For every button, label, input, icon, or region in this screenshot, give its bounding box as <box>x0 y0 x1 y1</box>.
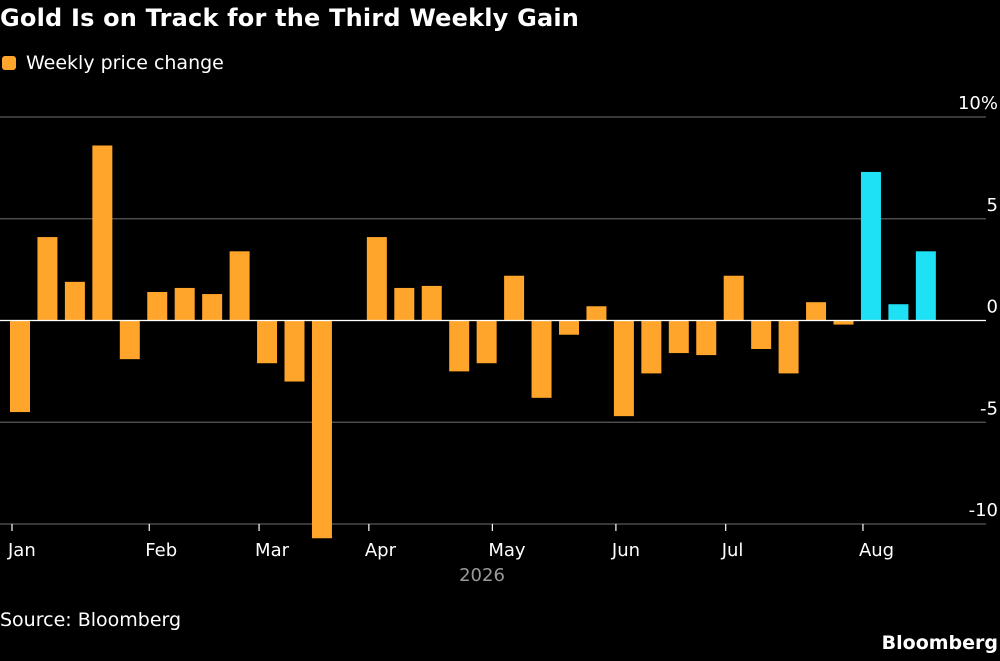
bar <box>119 320 140 360</box>
bar <box>257 320 278 364</box>
chart-title: Gold Is on Track for the Third Weekly Ga… <box>0 4 580 32</box>
bar <box>613 320 634 417</box>
bar <box>366 237 387 321</box>
bar <box>229 251 250 321</box>
legend: Weekly price change <box>2 52 224 74</box>
source-note: Source: Bloomberg <box>0 609 182 631</box>
bar <box>888 304 909 321</box>
bar <box>641 320 662 374</box>
y-tick-label: -5 <box>980 398 998 419</box>
bar <box>723 275 744 321</box>
bar <box>806 302 827 321</box>
bar <box>421 285 442 321</box>
legend-swatch <box>2 56 16 70</box>
x-tick-label: Jan <box>7 540 36 561</box>
x-tick-label: Jul <box>721 540 744 561</box>
legend-label: Weekly price change <box>26 52 224 74</box>
x-tick-label: Jun <box>611 540 640 561</box>
x-tick-label: Feb <box>145 540 177 561</box>
bar <box>668 320 689 354</box>
bar <box>311 320 332 539</box>
y-tick-label: -10 <box>969 500 998 521</box>
x-axis-label: 2026 <box>459 565 505 586</box>
bar <box>915 251 936 321</box>
bar <box>504 275 525 321</box>
x-tick-label: Mar <box>255 540 290 561</box>
bar <box>559 320 579 335</box>
bar <box>92 145 113 321</box>
bar <box>586 306 607 321</box>
brand-logo: Bloomberg <box>881 632 998 654</box>
bar <box>284 320 305 382</box>
x-tick-label: May <box>488 540 526 561</box>
bar <box>174 287 195 321</box>
bar <box>147 292 168 321</box>
x-tick-label: Apr <box>365 540 397 561</box>
bar <box>751 320 772 349</box>
bar <box>64 281 85 321</box>
bar <box>202 294 223 321</box>
bar <box>10 320 30 413</box>
bar <box>860 171 881 321</box>
bar <box>833 320 854 325</box>
bar <box>394 287 415 321</box>
bar <box>696 320 717 356</box>
y-tick-label: 0 <box>987 297 998 318</box>
bar <box>531 320 552 398</box>
bar <box>476 320 497 364</box>
bar <box>778 320 799 374</box>
bar <box>449 320 470 372</box>
y-tick-label: 10% <box>958 93 998 114</box>
y-tick-label: 5 <box>987 195 998 216</box>
x-tick-label: Aug <box>859 540 894 561</box>
bar <box>37 237 58 321</box>
